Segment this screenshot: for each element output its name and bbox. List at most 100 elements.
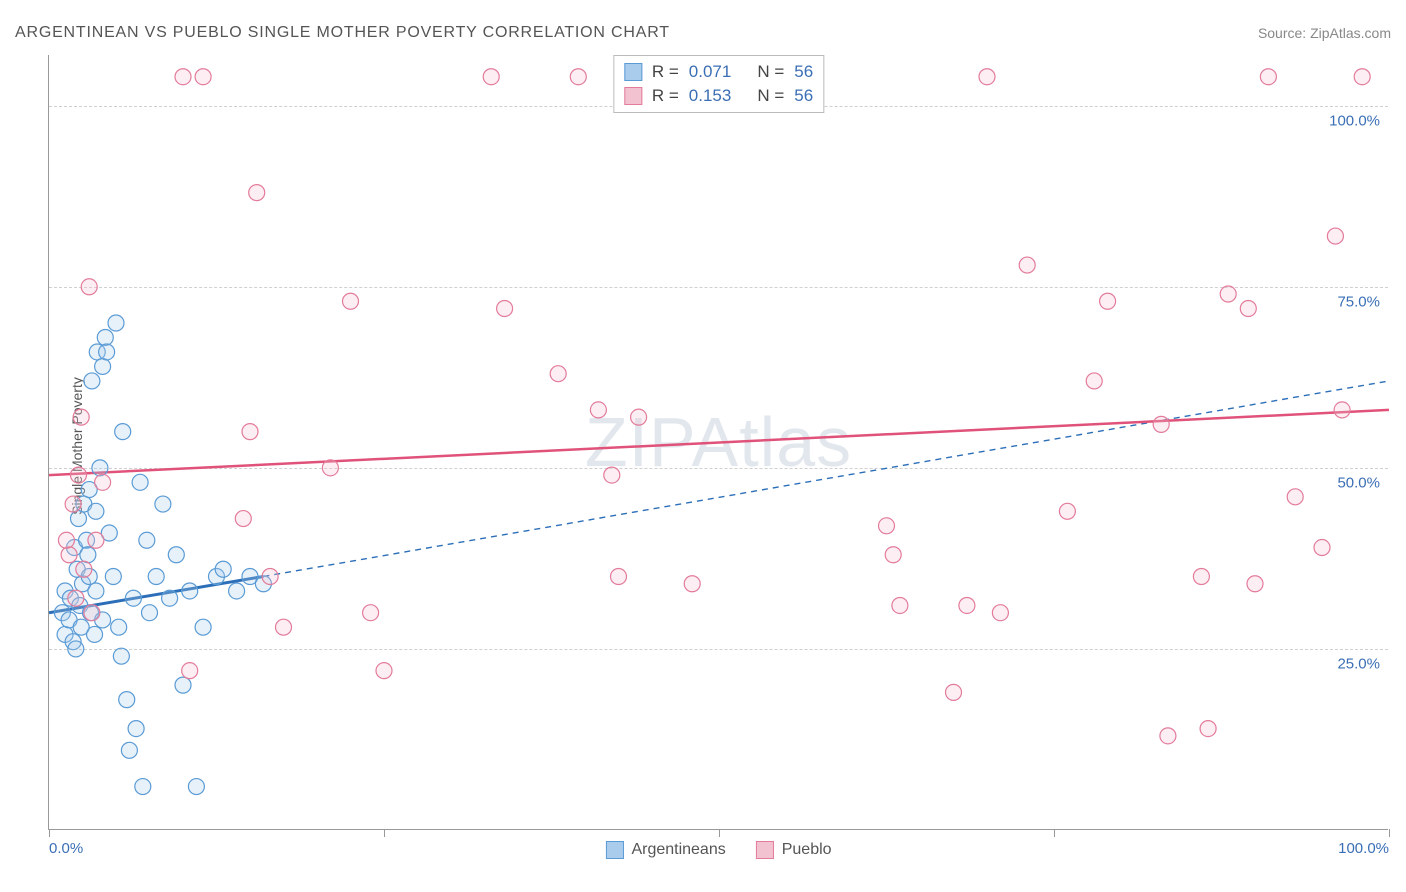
scatter-point xyxy=(1100,293,1116,309)
scatter-point xyxy=(97,329,113,345)
chart-title: ARGENTINEAN VS PUEBLO SINGLE MOTHER POVE… xyxy=(15,24,670,42)
scatter-point xyxy=(959,597,975,613)
scatter-point xyxy=(1019,257,1035,273)
n-label: N = xyxy=(757,86,784,106)
scatter-point xyxy=(105,568,121,584)
scatter-point xyxy=(135,779,151,795)
legend-swatch xyxy=(624,63,642,81)
scatter-point xyxy=(892,597,908,613)
scatter-point xyxy=(1260,69,1276,85)
scatter-point xyxy=(175,69,191,85)
plot-area: ZIPAtlas 25.0%50.0%75.0%100.0% R =0.071N… xyxy=(48,55,1388,830)
scatter-point xyxy=(99,344,115,360)
scatter-point xyxy=(115,424,131,440)
legend-label: Pueblo xyxy=(782,841,832,859)
scatter-point xyxy=(119,692,135,708)
r-label: R = xyxy=(652,86,679,106)
x-tick xyxy=(1054,829,1055,837)
scatter-point xyxy=(68,590,84,606)
n-label: N = xyxy=(757,62,784,82)
scatter-point xyxy=(1193,568,1209,584)
scatter-point xyxy=(1059,503,1075,519)
scatter-point xyxy=(155,496,171,512)
scatter-point xyxy=(235,511,251,527)
scatter-point xyxy=(65,496,81,512)
scatter-point xyxy=(1354,69,1370,85)
x-tick xyxy=(384,829,385,837)
scatter-point xyxy=(1314,540,1330,556)
scatter-point xyxy=(550,366,566,382)
n-value: 56 xyxy=(794,86,813,106)
scatter-point xyxy=(497,301,513,317)
legend-swatch xyxy=(624,87,642,105)
r-label: R = xyxy=(652,62,679,82)
scatter-point xyxy=(182,583,198,599)
scatter-point xyxy=(84,373,100,389)
x-tick xyxy=(49,829,50,837)
scatter-point xyxy=(343,293,359,309)
scatter-point xyxy=(121,742,137,758)
bottom-legend: Argentineans Pueblo xyxy=(605,841,831,859)
scatter-point xyxy=(61,547,77,563)
scatter-point xyxy=(132,474,148,490)
scatter-svg xyxy=(49,55,1388,829)
scatter-point xyxy=(195,69,211,85)
scatter-point xyxy=(88,503,104,519)
n-value: 56 xyxy=(794,62,813,82)
scatter-point xyxy=(70,511,86,527)
legend-swatch xyxy=(605,841,623,859)
scatter-point xyxy=(1200,721,1216,737)
r-value: 0.071 xyxy=(689,62,732,82)
scatter-point xyxy=(276,619,292,635)
scatter-point xyxy=(84,605,100,621)
scatter-point xyxy=(168,547,184,563)
scatter-point xyxy=(1086,373,1102,389)
scatter-point xyxy=(148,568,164,584)
scatter-point xyxy=(88,583,104,599)
scatter-point xyxy=(262,568,278,584)
scatter-point xyxy=(590,402,606,418)
scatter-point xyxy=(242,424,258,440)
scatter-point xyxy=(73,409,89,425)
scatter-point xyxy=(80,547,96,563)
stats-row: R = 0.153 N = 56 xyxy=(624,84,813,108)
scatter-point xyxy=(88,532,104,548)
scatter-point xyxy=(95,474,111,490)
scatter-point xyxy=(1334,402,1350,418)
scatter-point xyxy=(108,315,124,331)
stats-row: R = 0.071 N = 56 xyxy=(624,60,813,84)
x-tick-label: 100.0% xyxy=(1338,840,1389,857)
scatter-point xyxy=(885,547,901,563)
scatter-point xyxy=(215,561,231,577)
legend-item: Pueblo xyxy=(756,841,832,859)
scatter-point xyxy=(76,561,92,577)
legend-item: Argentineans xyxy=(605,841,725,859)
scatter-point xyxy=(87,626,103,642)
scatter-point xyxy=(1160,728,1176,744)
legend-swatch xyxy=(756,841,774,859)
scatter-point xyxy=(483,69,499,85)
scatter-point xyxy=(1220,286,1236,302)
scatter-point xyxy=(92,460,108,476)
scatter-point xyxy=(322,460,338,476)
scatter-point xyxy=(68,641,84,657)
scatter-point xyxy=(376,663,392,679)
scatter-point xyxy=(1240,301,1256,317)
scatter-point xyxy=(70,467,86,483)
scatter-point xyxy=(249,185,265,201)
scatter-point xyxy=(684,576,700,592)
scatter-point xyxy=(1247,576,1263,592)
scatter-point xyxy=(162,590,178,606)
regression-line-dashed xyxy=(263,381,1389,577)
chart-source: Source: ZipAtlas.com xyxy=(1258,25,1391,41)
scatter-point xyxy=(95,358,111,374)
legend-label: Argentineans xyxy=(631,841,725,859)
scatter-point xyxy=(58,532,74,548)
scatter-point xyxy=(142,605,158,621)
stats-box: R = 0.071 N = 56 R = 0.153 N = 56 xyxy=(613,55,824,113)
chart-header: ARGENTINEAN VS PUEBLO SINGLE MOTHER POVE… xyxy=(15,18,1391,48)
scatter-point xyxy=(125,590,141,606)
scatter-point xyxy=(363,605,379,621)
scatter-point xyxy=(175,677,191,693)
r-value: 0.153 xyxy=(689,86,732,106)
